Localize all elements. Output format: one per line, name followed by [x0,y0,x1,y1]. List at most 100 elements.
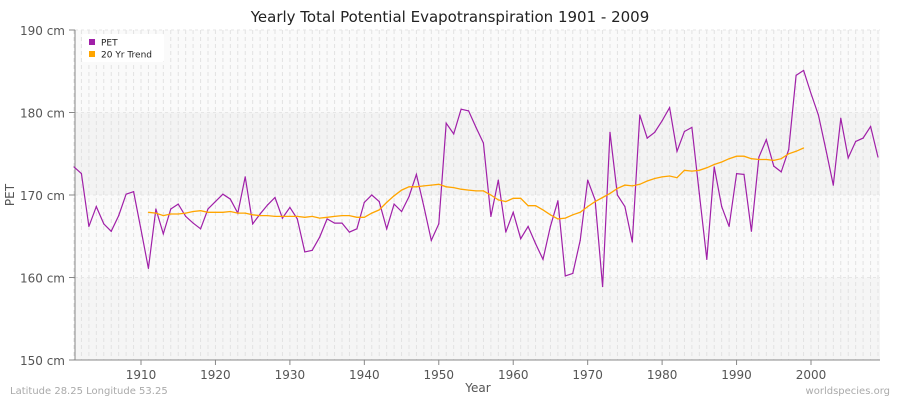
trend-point-1966 [557,218,559,220]
trend-point-1985 [698,169,700,171]
background-band [75,195,880,278]
legend-swatch-pet [89,39,95,45]
trend-point-1920 [214,211,217,213]
pet-point-1913 [162,233,164,235]
pet-point-1945 [400,210,403,213]
trend-point-1971 [594,201,596,203]
pet-point-2005 [847,157,849,159]
trend-point-1993 [758,158,760,161]
pet-point-1953 [460,108,462,110]
trend-point-1999 [802,147,805,149]
trend-point-1924 [244,212,246,214]
pet-point-1982 [676,150,678,152]
trend-point-1977 [639,183,641,185]
trend-point-1957 [490,194,492,196]
trend-point-1947 [415,186,418,188]
pet-point-2003 [832,184,834,186]
trend-point-1956 [482,190,485,192]
pet-point-1959 [505,231,507,233]
pet-point-1928 [274,196,276,199]
pet-point-1979 [654,131,656,133]
trend-point-1912 [155,212,157,214]
trend-point-1970 [587,205,589,208]
pet-point-1939 [356,228,358,230]
pet-point-1941 [371,194,373,196]
pet-point-1957 [490,215,492,218]
legend: PET 20 Yr Trend [82,34,164,62]
pet-point-1948 [423,205,425,208]
pet-point-1931 [296,218,298,220]
y-tick-label: 160 cm [20,272,65,286]
pet-point-1917 [192,222,194,224]
trend-point-1953 [460,188,462,190]
pet-point-1901 [73,166,75,168]
pet-point-1947 [415,173,418,175]
pet-point-1905 [103,223,105,225]
x-tick-label: 1940 [349,368,380,382]
pet-point-1999 [802,69,805,72]
trend-point-1923 [237,212,239,214]
x-tick-label: 1960 [498,368,529,382]
y-tick-label: 190 cm [20,24,65,38]
pet-point-1907 [118,215,120,217]
trend-point-1988 [721,161,723,163]
pet-point-2006 [855,140,857,142]
pet-point-1936 [333,222,336,224]
pet-point-1940 [363,201,365,204]
pet-point-1966 [557,200,559,202]
trend-point-1958 [497,199,499,201]
chart-title: Yearly Total Potential Evapotranspiratio… [250,8,650,26]
trend-point-1917 [192,210,194,213]
trend-point-1936 [333,215,336,218]
x-tick-label: 1930 [275,368,306,382]
pet-point-1978 [646,137,648,139]
trend-point-1943 [386,201,388,204]
trend-point-1941 [371,212,373,214]
pet-point-1929 [281,217,284,219]
pet-point-1920 [214,201,217,203]
pet-point-1976 [631,241,633,243]
pet-point-1990 [735,172,738,175]
trend-point-1945 [400,189,403,191]
x-tick-label: 1910 [126,368,157,382]
trend-point-1968 [572,214,574,216]
trend-point-1976 [631,185,633,187]
pet-point-1943 [386,228,388,230]
trend-point-1931 [296,215,298,218]
trend-point-1948 [423,185,425,187]
trend-point-1946 [408,186,410,188]
pet-point-1973 [609,131,611,133]
trend-point-1983 [683,169,686,171]
pet-point-1989 [728,225,730,227]
trend-point-1959 [505,201,507,203]
x-tick-label: 1970 [572,368,603,382]
pet-point-1960 [512,211,514,213]
trend-point-1975 [624,184,626,186]
background-band [75,112,880,195]
pet-point-1995 [773,165,775,167]
pet-point-1934 [319,236,321,238]
pet-point-1984 [691,126,693,128]
trend-point-1922 [229,210,231,213]
y-tick-label: 150 cm [20,354,65,368]
pet-point-1932 [304,251,306,253]
pet-point-1981 [668,106,671,109]
x-tick-label: 1920 [200,368,231,382]
pet-point-1911 [147,267,150,270]
pet-point-1903 [88,225,90,227]
pet-point-1952 [453,133,455,135]
trend-point-1932 [304,216,306,218]
pet-point-1910 [140,229,142,231]
trend-point-1926 [259,215,261,217]
trend-point-1913 [162,215,164,217]
pet-point-1961 [520,238,522,240]
trend-point-1965 [549,214,552,216]
trend-point-1940 [363,216,365,218]
pet-point-1915 [177,203,179,205]
pet-point-1950 [438,223,440,225]
trend-point-1982 [676,177,678,179]
pet-point-1993 [758,156,760,158]
trend-point-1919 [207,211,209,213]
